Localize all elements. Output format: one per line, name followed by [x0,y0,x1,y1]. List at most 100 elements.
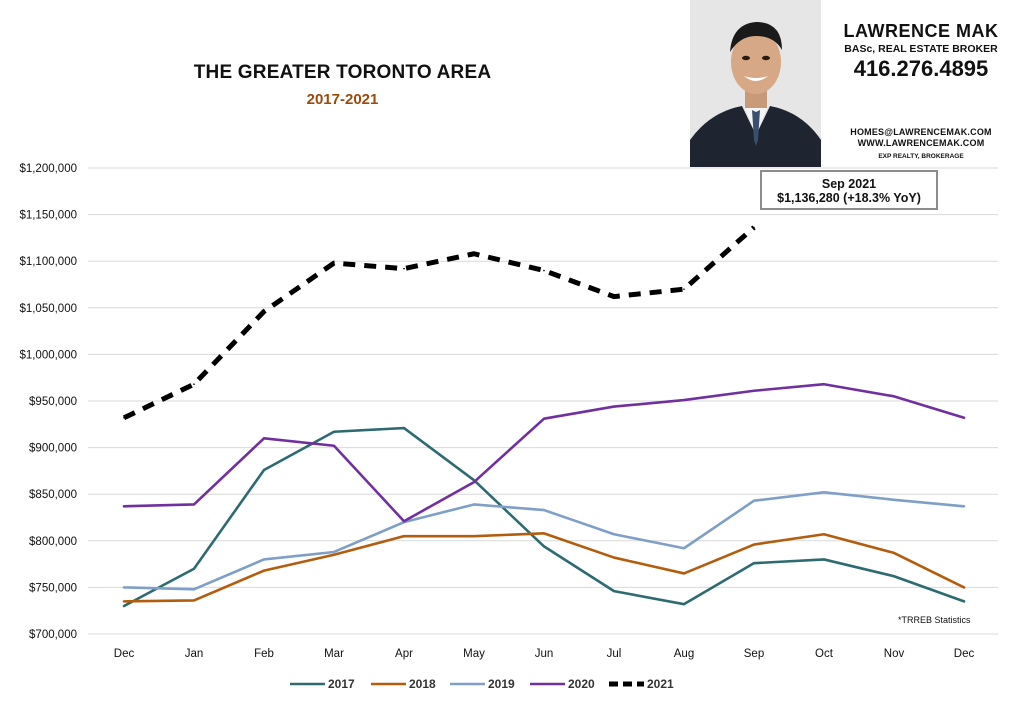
data-point [893,395,895,398]
data-point [963,600,965,603]
data-point [263,469,265,471]
series-line-2017 [122,426,966,608]
data-point [473,503,475,506]
legend: 2017 2018 2019 2020 2021 [290,677,674,691]
series-line-2021 [122,225,756,421]
x-tick-label: Dec [114,648,135,660]
data-point [823,491,825,494]
callout-date: Sep 2021 [821,177,877,191]
data-point [683,547,685,550]
y-tick-label: $1,100,000 [19,256,77,268]
data-point [123,605,125,607]
data-point [683,288,685,290]
data-point [753,499,755,502]
y-tick-label: $900,000 [29,443,77,455]
data-point [543,532,545,535]
data-point [403,427,405,429]
data-point [543,509,545,511]
data-point [333,262,335,264]
x-tick-label: Jul [607,648,622,660]
x-tick-label: Jan [185,648,204,660]
data-point [823,558,825,561]
data-point [473,535,475,537]
legend-label: 2020 [568,677,595,691]
data-point [893,575,895,578]
data-point [403,267,405,270]
series-2020 [122,382,966,523]
data-point [263,437,265,440]
series-2018 [122,532,966,603]
data-point [753,389,755,392]
data-point [963,416,965,419]
data-point [613,590,615,592]
chart-title: THE GREATER TORONTO AREA [193,62,492,83]
x-tick-label: May [463,648,485,660]
y-axis: $700,000 $750,000 $800,000 $850,000 $900,000… [19,163,77,641]
data-point [403,520,405,523]
y-tick-label: $800,000 [29,536,77,548]
data-point [333,430,335,433]
y-tick-label: $1,200,000 [19,163,77,175]
x-tick-label: Jun [535,648,554,660]
data-point [193,599,195,602]
x-tick-label: Nov [884,648,905,660]
x-tick-label: Feb [254,648,274,660]
data-point [893,552,895,554]
data-point [333,444,335,447]
legend-label: 2019 [488,677,515,691]
series-line-2020 [122,382,966,523]
data-point [963,505,965,508]
data-point [753,562,755,564]
x-tick-label: Apr [395,648,413,660]
sep-2021-callout: Sep 2021 $1,136,280 (+18.3% YoY) [760,170,938,210]
y-tick-label: $950,000 [29,396,77,408]
chart-subtitle: 2017-2021 [306,91,379,108]
legend-label: 2021 [647,677,674,691]
callout-value: $1,136,280 (+18.3% YoY) [777,191,921,205]
data-point [263,569,265,572]
data-point [753,226,755,229]
y-tick-label: $750,000 [29,582,77,594]
data-point [613,556,615,559]
data-point [263,558,265,561]
agent-phone[interactable]: 416.276.4895 [853,56,989,81]
series-line-2018 [122,532,966,603]
data-point [473,252,475,255]
source-note: *TRREB Statistics [898,615,971,625]
data-point [613,295,615,298]
data-point [963,586,965,589]
data-point [683,399,685,401]
x-tick-label: Dec [954,648,975,660]
data-point [193,383,195,386]
data-point [123,416,125,419]
data-point [403,535,405,537]
legend-label: 2017 [328,677,355,691]
data-point [333,553,335,556]
data-point [193,567,195,570]
data-point [263,310,265,313]
series-2021 [122,225,756,421]
data-point [333,551,335,553]
data-point [613,405,615,408]
portrait-image [690,0,821,167]
data-point [473,481,475,483]
agent-title: BASc, REAL ESTATE BROKER [844,43,998,55]
data-point [613,533,615,536]
agent-card: LAWRENCE MAK BASc, REAL ESTATE BROKER 41… [690,0,1013,167]
data-point [543,545,545,548]
legend-label: 2018 [409,677,436,691]
data-point [823,533,825,536]
y-tick-label: $700,000 [29,629,77,641]
agent-brokerage: EXP REALTY, BROKERAGE [878,153,964,160]
x-tick-label: Aug [674,648,694,660]
data-point [753,543,755,546]
data-point [543,417,545,420]
x-axis: Dec Jan Feb Mar Apr May Jun Jul Aug Sep Oct Nov Dec [114,648,975,660]
agent-email[interactable]: HOMES@LAWRENCEMAK.COM [850,127,992,137]
gridlines [88,167,998,635]
data-point [893,498,895,501]
agent-website[interactable]: WWW.LAWRENCEMAK.COM [857,138,985,148]
agent-photo [690,0,821,167]
